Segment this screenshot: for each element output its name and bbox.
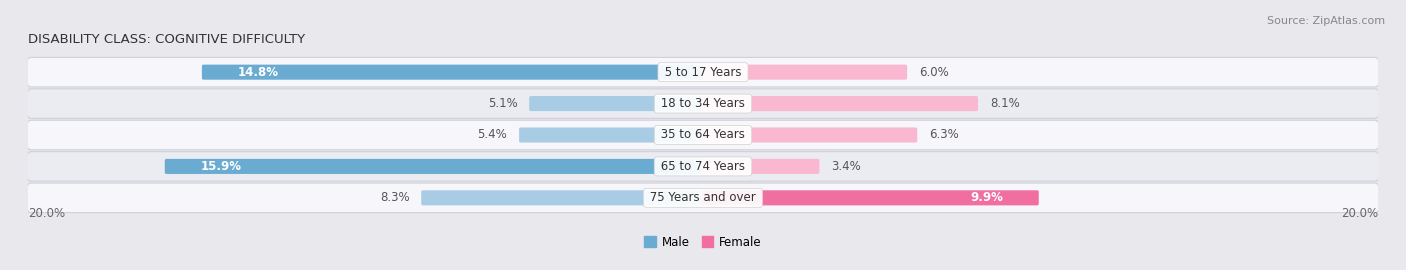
FancyBboxPatch shape xyxy=(702,96,979,111)
Text: 65 to 74 Years: 65 to 74 Years xyxy=(657,160,749,173)
Text: 20.0%: 20.0% xyxy=(28,207,65,221)
FancyBboxPatch shape xyxy=(702,127,917,143)
Text: 20.0%: 20.0% xyxy=(1341,207,1378,221)
Text: Source: ZipAtlas.com: Source: ZipAtlas.com xyxy=(1267,16,1385,26)
FancyBboxPatch shape xyxy=(702,159,820,174)
Text: 6.0%: 6.0% xyxy=(920,66,949,79)
FancyBboxPatch shape xyxy=(28,58,1378,87)
FancyBboxPatch shape xyxy=(422,190,704,205)
Text: 75 Years and over: 75 Years and over xyxy=(647,191,759,204)
Text: 35 to 64 Years: 35 to 64 Years xyxy=(657,129,749,141)
FancyBboxPatch shape xyxy=(28,152,1378,181)
Text: 3.4%: 3.4% xyxy=(831,160,860,173)
Legend: Male, Female: Male, Female xyxy=(640,231,766,254)
Text: 18 to 34 Years: 18 to 34 Years xyxy=(657,97,749,110)
FancyBboxPatch shape xyxy=(28,183,1378,212)
Text: 14.8%: 14.8% xyxy=(238,66,278,79)
FancyBboxPatch shape xyxy=(702,190,1039,205)
Text: DISABILITY CLASS: COGNITIVE DIFFICULTY: DISABILITY CLASS: COGNITIVE DIFFICULTY xyxy=(28,33,305,46)
Text: 5.1%: 5.1% xyxy=(488,97,517,110)
FancyBboxPatch shape xyxy=(202,65,704,80)
FancyBboxPatch shape xyxy=(519,127,704,143)
FancyBboxPatch shape xyxy=(165,159,704,174)
Text: 15.9%: 15.9% xyxy=(200,160,242,173)
Text: 5.4%: 5.4% xyxy=(478,129,508,141)
FancyBboxPatch shape xyxy=(529,96,704,111)
Text: 8.1%: 8.1% xyxy=(990,97,1019,110)
Text: 6.3%: 6.3% xyxy=(929,129,959,141)
Text: 9.9%: 9.9% xyxy=(970,191,1004,204)
FancyBboxPatch shape xyxy=(28,89,1378,118)
FancyBboxPatch shape xyxy=(28,120,1378,150)
Text: 5 to 17 Years: 5 to 17 Years xyxy=(661,66,745,79)
FancyBboxPatch shape xyxy=(702,65,907,80)
Text: 8.3%: 8.3% xyxy=(380,191,409,204)
